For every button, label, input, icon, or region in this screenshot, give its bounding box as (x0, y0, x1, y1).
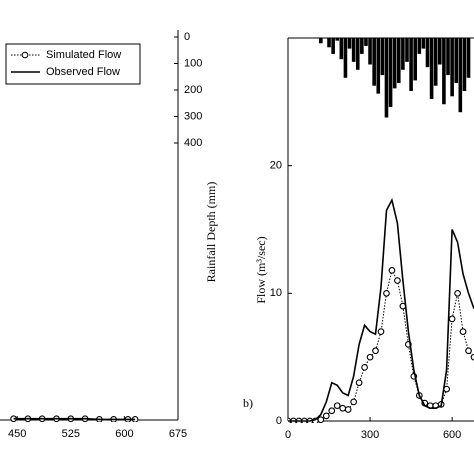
rain-bar (417, 38, 422, 54)
legend-label: Observed Flow (46, 66, 120, 78)
rain-bar (388, 38, 393, 107)
y-tick-label: 10 (270, 287, 282, 299)
x-tick-label: 0 (285, 429, 291, 441)
flow-marker (344, 406, 352, 413)
rain-bar (458, 38, 463, 113)
flow-marker (377, 328, 385, 335)
x-tick-label: 600 (115, 428, 133, 440)
rain-bar (438, 38, 442, 65)
rain-bar (409, 38, 413, 92)
y2-axis-label: Rainfall Depth (mm) (204, 182, 218, 283)
legend-label: Simulated Flow (46, 49, 121, 61)
flow-marker (361, 364, 368, 371)
flow-marker (328, 407, 336, 415)
flow-marker (470, 353, 474, 361)
flow-marker (339, 404, 347, 412)
legend-marker (21, 51, 29, 59)
rain-bar (401, 38, 405, 70)
rain-bar (442, 38, 446, 105)
flow-marker (454, 289, 461, 297)
rain-bar (454, 38, 459, 84)
rain-bar (433, 38, 438, 86)
rain-bar (319, 38, 323, 44)
flow-marker (372, 347, 379, 355)
flow-line (13, 417, 136, 421)
y-tick-label: 0 (276, 415, 282, 427)
rain-bar (339, 38, 344, 60)
rain-bar (421, 38, 426, 49)
rain-bar (364, 38, 368, 46)
y-axis-label: Flow (m³/sec) (254, 236, 268, 303)
y-tick-label: 20 (270, 160, 282, 172)
y2-tick-label: 300 (184, 110, 202, 122)
y2-tick-label: 0 (184, 31, 190, 43)
flow-marker (322, 412, 330, 420)
rain-bar (446, 38, 450, 76)
flow-marker (394, 277, 401, 284)
rain-bar (450, 38, 454, 97)
x-tick-label: 525 (62, 428, 80, 440)
x-tick-label: 450 (8, 428, 26, 440)
y2-tick-label: 200 (184, 84, 202, 96)
flow-marker (355, 379, 363, 387)
rain-bar (429, 38, 434, 99)
y2-tick-label: 400 (184, 137, 202, 149)
x-tick-label: 300 (361, 429, 379, 441)
rain-bar (376, 38, 381, 94)
rain-bar (360, 38, 364, 54)
flow-marker (317, 416, 325, 423)
rain-bar (331, 38, 335, 54)
rain-bar (355, 38, 360, 70)
flow-marker (350, 398, 357, 406)
rain-bar (347, 38, 352, 49)
flow-marker (465, 347, 472, 355)
flow-line (288, 197, 474, 422)
rain-bar (392, 38, 397, 89)
y2-tick-label: 100 (184, 57, 202, 69)
rain-bar (384, 38, 389, 118)
rain-bar (327, 38, 331, 48)
rain-bar (368, 38, 372, 65)
x-tick-label: 675 (169, 428, 187, 440)
rain-bar (335, 38, 340, 41)
rain-bar (413, 38, 417, 81)
legend-box (5, 43, 141, 85)
flow-marker (448, 315, 456, 323)
rain-bar (462, 38, 467, 92)
flow-marker (383, 289, 390, 297)
rain-bar (396, 38, 401, 84)
flow-marker (388, 267, 396, 274)
rain-bar (380, 38, 385, 76)
rain-bar (405, 38, 409, 62)
rain-bar (425, 38, 430, 68)
rain-bar (466, 38, 471, 78)
flow-marker (366, 353, 374, 361)
rain-bar (372, 38, 376, 86)
panel-label: b) (243, 396, 253, 410)
x-tick-label: 600 (443, 429, 461, 441)
flow-marker (459, 328, 467, 335)
rain-bar (351, 38, 356, 62)
rain-bar (343, 38, 348, 78)
flow-marker (333, 402, 341, 410)
